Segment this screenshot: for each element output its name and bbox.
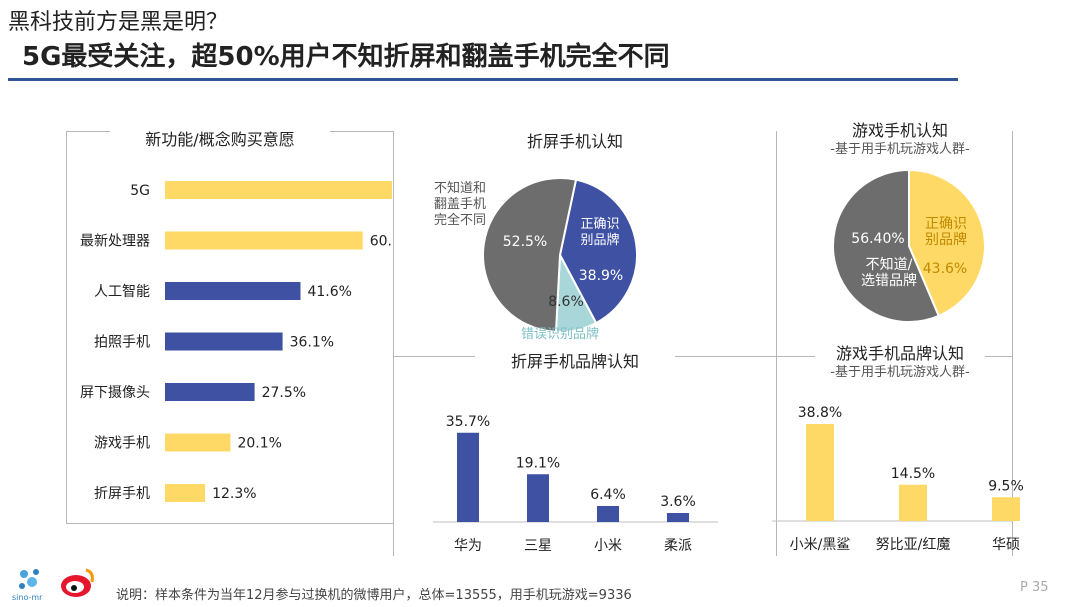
bar-label-2: 小米	[594, 538, 622, 554]
bar-3	[165, 332, 283, 351]
bar-4	[165, 383, 255, 401]
bar-value-3: 3.6%	[660, 494, 696, 510]
center-divider	[393, 131, 394, 556]
foldable-unknown-value: 52.5%	[502, 234, 548, 250]
gaming-awareness-subtitle: -基于用手机玩游戏人群-	[810, 138, 990, 157]
bar-0	[457, 432, 479, 522]
page-title-line1: 黑科技前方是黑是明？	[8, 10, 229, 35]
bar-label-0: 小米/黑鲨	[790, 537, 851, 553]
pie-slice-1	[832, 168, 941, 323]
pie-slice-0	[908, 168, 986, 318]
bar-value-2: 9.5%	[988, 478, 1024, 494]
footnote: 说明：样本条件为当年12月参与过换机的微博用户，总体=13555，用手机玩游戏=…	[116, 588, 632, 603]
foldable-unknown-label: 不知道和 翻盖手机 完全不同	[433, 181, 486, 228]
right-divider	[776, 131, 777, 556]
foldable-awareness-title: 折屏手机认知	[475, 128, 675, 152]
bar-3	[667, 513, 689, 522]
bar-1	[527, 474, 549, 522]
bar-value-3: 36.1%	[290, 335, 334, 351]
bar-value-5: 20.1%	[237, 436, 281, 452]
bar-label-5: 游戏手机	[94, 436, 150, 452]
bar-1	[899, 484, 927, 521]
gaming-correct-label: 正确识 别品牌	[925, 216, 967, 248]
gaming-brand-title: 游戏手机品牌认知	[815, 340, 985, 364]
bar-value-1: 14.5%	[891, 466, 935, 482]
bar-value-0: 35.7%	[446, 414, 490, 430]
svg-text:sino-mr: sino-mr	[12, 593, 43, 602]
bar-2	[597, 506, 619, 522]
bar-label-1: 最新处理器	[80, 234, 150, 250]
gaming-unknown-value: 56.40%	[851, 231, 905, 247]
bar-6	[165, 484, 206, 502]
foldable-wrong-label: 错误识别品牌	[520, 327, 599, 342]
bar-value-1: 60.7%	[370, 234, 392, 250]
bar-label-2: 人工智能	[94, 284, 150, 300]
gaming-unknown-label: 不知道/ 选错品牌	[861, 257, 917, 289]
foldable-wrong-value: 8.6%	[548, 294, 584, 310]
bar-label-0: 华为	[454, 538, 482, 554]
gaming-correct-value: 43.6%	[922, 261, 968, 277]
bar-value-0: 38.8%	[798, 405, 842, 421]
gaming-awareness-title: 游戏手机认知	[830, 117, 970, 141]
gaming-brand-subtitle: -基于用手机玩游戏人群-	[810, 361, 990, 380]
foldable-correct-value: 38.9%	[578, 268, 624, 284]
middle-row-divider	[393, 356, 1013, 357]
bar-label-1: 三星	[524, 538, 552, 554]
bar-label-4: 屏下摄像头	[80, 385, 150, 401]
bar-value-2: 6.4%	[590, 487, 626, 503]
bar-5	[165, 433, 231, 452]
purchase-intent-chart: 5G70.0%最新处理器60.7%人工智能41.6%拍照手机36.1%屏下摄像头…	[80, 181, 392, 502]
bar-0	[806, 424, 834, 521]
pie-slice-2	[482, 177, 578, 333]
title-divider	[8, 78, 958, 81]
gaming-awareness-pie	[832, 168, 986, 323]
foldable-awareness-pie	[482, 177, 638, 333]
purchase-intent-title: 新功能/概念购买意愿	[110, 126, 330, 150]
bar-label-3: 拍照手机	[94, 335, 150, 351]
bar-value-4: 27.5%	[262, 385, 306, 401]
weibo-icon	[61, 568, 94, 597]
bar-0	[165, 181, 392, 199]
bar-label-3: 柔派	[664, 538, 692, 554]
foldable-correct-label: 正确识 别品牌	[580, 217, 620, 248]
company-logo: sino-mr	[12, 569, 43, 602]
bar-1	[165, 231, 363, 250]
bar-label-2: 华硕	[992, 537, 1020, 553]
pie-slice-0	[558, 178, 638, 325]
bar-label-0: 5G	[130, 183, 150, 199]
page-title-line2: 5G最受关注，超50%用户不知折屏和翻盖手机完全不同	[22, 42, 670, 72]
foldable-brand-title: 折屏手机品牌认知	[475, 348, 675, 372]
page-number: P 35	[1020, 580, 1049, 595]
bar-value-6: 12.3%	[212, 486, 256, 502]
bar-label-1: 努比亚/红魔	[876, 537, 951, 553]
right-edge-line	[1012, 131, 1013, 556]
foldable-brand-chart: 35.7% 华为 19.1% 三星 6.4% 小米 3.6% 柔派	[433, 414, 718, 554]
bar-value-2: 41.6%	[307, 284, 351, 300]
bar-label-6: 折屏手机	[94, 486, 150, 502]
bar-2	[992, 497, 1020, 521]
gaming-brand-chart: 38.8% 小米/黑鲨 14.5% 努比亚/红魔 9.5% 华硕	[772, 405, 1024, 553]
bar-value-1: 19.1%	[516, 455, 560, 471]
bar-2	[165, 282, 301, 300]
